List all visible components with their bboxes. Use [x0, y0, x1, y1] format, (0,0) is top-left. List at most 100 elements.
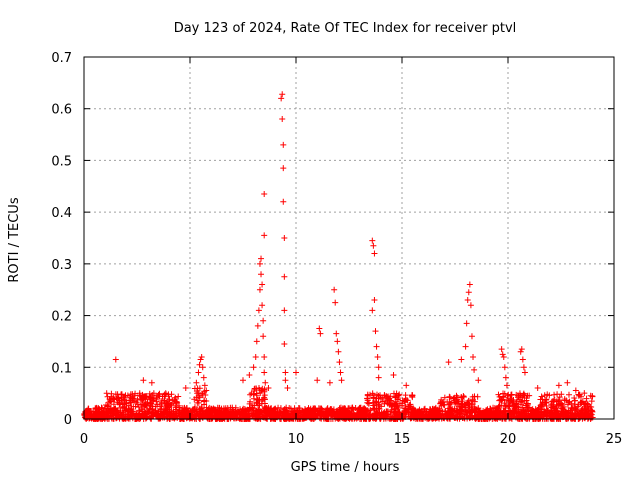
data-point-marker: [257, 410, 264, 417]
data-point-marker: [372, 398, 379, 405]
data-point-marker: [256, 260, 263, 267]
data-point-marker: [282, 377, 289, 384]
data-point-marker: [282, 369, 289, 376]
data-point-marker: [576, 391, 583, 398]
data-point-marker: [317, 330, 324, 337]
data-point-marker: [460, 393, 467, 400]
data-point-marker: [441, 394, 448, 401]
data-point-marker: [458, 401, 465, 408]
data-point-marker: [528, 411, 535, 418]
data-point-marker: [466, 413, 473, 420]
data-point-marker: [336, 408, 343, 415]
data-point-marker: [342, 407, 349, 414]
data-point-marker: [526, 404, 533, 411]
data-point-marker: [500, 353, 507, 360]
data-point-marker: [331, 286, 338, 293]
data-point-marker: [248, 411, 255, 418]
data-point-marker: [193, 379, 200, 386]
data-point-marker: [565, 391, 572, 398]
data-point-marker: [200, 407, 207, 414]
data-point-marker: [459, 398, 466, 405]
data-point-marker: [350, 406, 357, 413]
data-point-marker: [572, 387, 579, 394]
data-point-marker: [259, 385, 266, 392]
data-point-marker: [532, 408, 539, 415]
data-point-marker: [281, 273, 288, 280]
data-point-marker: [461, 415, 468, 422]
data-point-marker: [322, 411, 329, 418]
data-point-marker: [523, 412, 530, 419]
data-point-marker: [568, 400, 575, 407]
data-point-marker: [563, 409, 570, 416]
data-point-marker: [428, 409, 435, 416]
data-point-marker: [232, 407, 239, 414]
data-point-marker: [485, 410, 492, 417]
x-axis-label: GPS time / hours: [291, 460, 400, 475]
data-point-marker: [564, 379, 571, 386]
data-point-marker: [118, 411, 125, 418]
data-point-marker: [336, 359, 343, 366]
data-point-marker: [110, 401, 117, 408]
data-points: [81, 91, 596, 422]
data-point-marker: [318, 409, 325, 416]
data-point-marker: [504, 392, 511, 399]
data-point-marker: [329, 408, 336, 415]
data-point-marker: [370, 242, 377, 249]
data-point-marker: [371, 406, 378, 413]
data-point-marker: [403, 397, 410, 404]
data-point-marker: [261, 191, 268, 198]
data-point-marker: [462, 343, 469, 350]
data-point-marker: [261, 232, 268, 239]
data-point-marker: [391, 406, 398, 413]
data-point-marker: [517, 399, 524, 406]
data-point-marker: [257, 389, 264, 396]
data-point-marker: [203, 387, 210, 394]
data-point-marker: [253, 338, 260, 345]
data-point-marker: [469, 396, 476, 403]
data-point-marker: [174, 400, 181, 407]
data-point-marker: [475, 377, 482, 384]
data-point-marker: [449, 408, 456, 415]
data-point-marker: [498, 346, 505, 353]
data-point-marker: [293, 369, 299, 376]
data-point-marker: [280, 198, 287, 205]
data-point-marker: [551, 391, 558, 398]
data-point-marker: [150, 395, 157, 402]
axis-ticks: 0 5 10 15 20 25 0 0.1 0.2 0.3 0.4 0.5 0.6 0.7: [51, 51, 622, 447]
data-point-marker: [466, 281, 473, 288]
data-point-marker: [520, 391, 527, 398]
data-point-marker: [589, 408, 596, 415]
data-point-marker: [446, 404, 453, 411]
data-point-marker: [458, 356, 465, 363]
data-point-marker: [402, 409, 409, 416]
data-point-marker: [316, 325, 323, 332]
data-point-marker: [154, 401, 161, 408]
data-point-marker: [149, 392, 156, 399]
data-point-marker: [253, 399, 260, 406]
data-point-marker: [402, 404, 409, 411]
data-point-marker: [374, 353, 381, 360]
data-point-marker: [369, 237, 376, 244]
x-tick-label: 10: [288, 432, 305, 447]
data-point-marker: [201, 401, 208, 408]
data-point-marker: [338, 377, 345, 384]
data-point-marker: [549, 410, 556, 417]
data-point-marker: [296, 405, 303, 412]
y-tick-label: 0.5: [51, 154, 72, 169]
data-point-marker: [332, 299, 339, 306]
data-point-marker: [337, 369, 344, 376]
data-point-marker: [131, 392, 138, 399]
y-tick-label: 0.7: [51, 51, 72, 66]
data-point-marker: [162, 392, 169, 399]
data-point-marker: [118, 391, 125, 398]
data-point-marker: [281, 341, 288, 348]
data-point-marker: [255, 402, 262, 409]
data-point-marker: [172, 394, 179, 401]
data-point-marker: [252, 409, 259, 416]
data-point-marker: [252, 353, 259, 360]
data-point-marker: [262, 403, 269, 410]
data-point-marker: [558, 391, 565, 398]
data-point-marker: [284, 384, 291, 391]
data-point-marker: [543, 402, 550, 409]
